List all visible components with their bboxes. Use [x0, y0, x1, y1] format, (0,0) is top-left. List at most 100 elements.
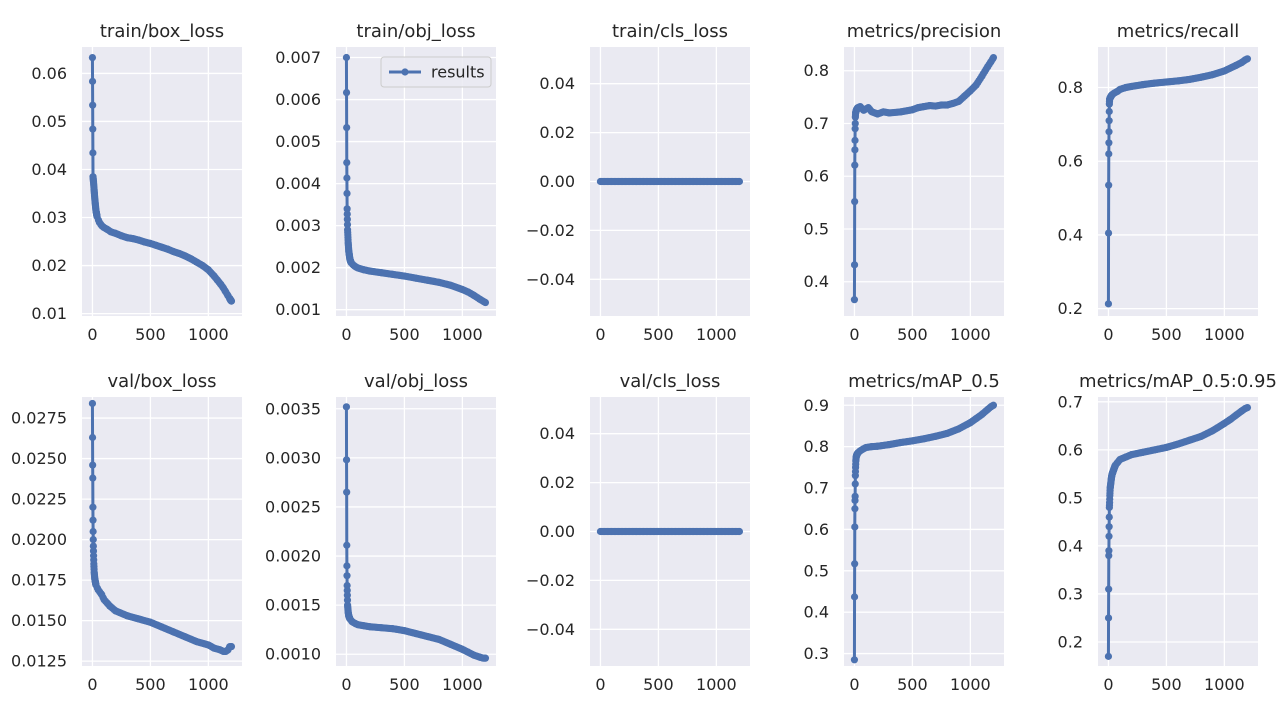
y-tick-label: 0.003: [275, 216, 321, 235]
data-point: [1243, 55, 1252, 63]
data-point: [1105, 128, 1113, 136]
data-point: [851, 136, 859, 144]
y-tick-label: 0.004: [275, 174, 321, 193]
subplot-title: val/cls_loss: [620, 371, 721, 392]
subplot-6: 0 500 1000 0.0010 0.0015 0.0020 0.0025 0.0030 0.…: [265, 371, 496, 694]
series-markers: [342, 53, 490, 307]
data-point: [343, 541, 351, 549]
x-tick-label: 500: [135, 675, 166, 694]
data-point: [850, 296, 859, 304]
series-markers: [850, 401, 998, 664]
y-tick-label: 0.04: [31, 160, 67, 179]
data-point: [343, 572, 351, 580]
data-point: [89, 516, 97, 524]
y-tick-label: 0.02: [539, 473, 575, 492]
data-point: [851, 161, 859, 169]
x-tick-label: 1000: [1204, 325, 1245, 344]
y-tick-label: 0.4: [804, 272, 829, 291]
data-point: [343, 215, 351, 223]
y-tick-label: 0.006: [275, 90, 321, 109]
y-tick-label: 0.2: [1058, 632, 1083, 651]
data-point: [89, 536, 97, 544]
subplot-title: metrics/mAP_0.5: [848, 371, 1000, 392]
data-point: [1105, 523, 1113, 531]
y-tick-label: 0.4: [1058, 225, 1083, 244]
y-tick-label: 0.8: [804, 61, 829, 80]
data-point: [343, 210, 351, 218]
y-tick-label: −0.02: [526, 221, 575, 240]
y-tick-label: 0.6: [1058, 440, 1083, 459]
data-point: [342, 403, 351, 411]
subplot-title: train/box_loss: [100, 21, 224, 42]
x-tick-label: 1000: [696, 675, 737, 694]
legend-marker: [401, 68, 409, 76]
data-point: [851, 125, 859, 133]
y-tick-label: 0.00: [539, 522, 575, 541]
x-tick-label: 1000: [696, 325, 737, 344]
series-markers: [850, 53, 998, 304]
y-tick-label: 0.3: [804, 644, 829, 663]
subplot-title: val/box_loss: [107, 371, 216, 392]
data-point: [1105, 181, 1113, 189]
y-tick-label: 0.4: [804, 603, 829, 622]
series-markers: [1104, 55, 1252, 308]
y-tick-label: 0.3: [1058, 584, 1083, 603]
data-point: [88, 53, 97, 62]
y-tick-label: 0.00: [539, 172, 575, 191]
plot-area: [1098, 47, 1258, 316]
x-tick-label: 500: [1151, 675, 1182, 694]
series-markers: [342, 403, 490, 662]
data-point: [89, 125, 97, 133]
x-tick-label: 1000: [950, 325, 991, 344]
y-tick-label: 0.9: [804, 396, 829, 415]
y-tick-label: 0.0025: [265, 497, 321, 516]
y-tick-label: 0.05: [31, 112, 67, 131]
subplot-title: metrics/recall: [1117, 21, 1239, 42]
x-tick-label: 500: [897, 325, 928, 344]
y-tick-label: 0.7: [804, 479, 829, 498]
y-tick-label: 0.02: [31, 256, 67, 275]
data-point: [851, 197, 859, 206]
y-tick-label: 0.002: [275, 258, 321, 277]
subplot-title: train/obj_loss: [356, 21, 475, 42]
data-point: [735, 177, 744, 186]
subplot-7: 0 500 1000 −0.04 −0.02 0.00 0.02 0.04 val/cls_lo…: [526, 371, 750, 694]
y-tick-label: 0.0275: [11, 409, 67, 428]
x-tick-label: 1000: [1204, 675, 1245, 694]
series-markers: [88, 53, 236, 305]
data-point: [227, 642, 236, 651]
data-point: [343, 158, 351, 167]
y-tick-label: 0.04: [539, 424, 575, 443]
plot-area: [82, 47, 242, 316]
y-tick-label: 0.0200: [11, 530, 67, 549]
y-tick-label: 0.0015: [265, 596, 321, 615]
y-tick-label: 0.8: [1058, 78, 1083, 97]
data-point: [735, 527, 744, 536]
x-tick-label: 0: [87, 325, 97, 344]
data-point: [989, 53, 998, 62]
subplot-8: 0 500 1000 0.3 0.4 0.5 0.6 0.7 0.8 0.9 metrics/mAP…: [804, 371, 1004, 694]
x-tick-label: 1000: [188, 325, 229, 344]
y-tick-label: 0.001: [275, 300, 321, 319]
data-point: [1104, 229, 1113, 237]
data-point: [89, 461, 97, 469]
y-tick-label: 0.01: [31, 304, 67, 323]
x-tick-label: 500: [1151, 325, 1182, 344]
subplot-title: metrics/precision: [847, 21, 1002, 42]
y-tick-label: 0.6: [804, 167, 829, 186]
y-tick-label: 0.7: [1058, 392, 1083, 411]
y-tick-label: 0.007: [275, 48, 321, 67]
y-tick-label: 0.0225: [11, 490, 67, 509]
x-tick-label: 1000: [442, 675, 483, 694]
data-point: [343, 220, 352, 229]
y-tick-label: 0.005: [275, 132, 321, 151]
subplot-title: val/obj_loss: [364, 371, 468, 392]
data-point: [1105, 117, 1113, 125]
y-tick-label: −0.04: [526, 270, 575, 289]
y-tick-label: 0.0030: [265, 448, 321, 467]
subplot-5: 0 500 1000 0.0125 0.0150 0.0175 0.0200 0.0225 0.…: [11, 371, 242, 694]
data-point: [342, 456, 351, 464]
data-point: [1243, 403, 1252, 412]
subplot-1: 0 500 1000 0.001 0.002 0.003 0.004 0.005 0.006 0.…: [275, 21, 496, 344]
x-tick-label: 0: [341, 675, 351, 694]
